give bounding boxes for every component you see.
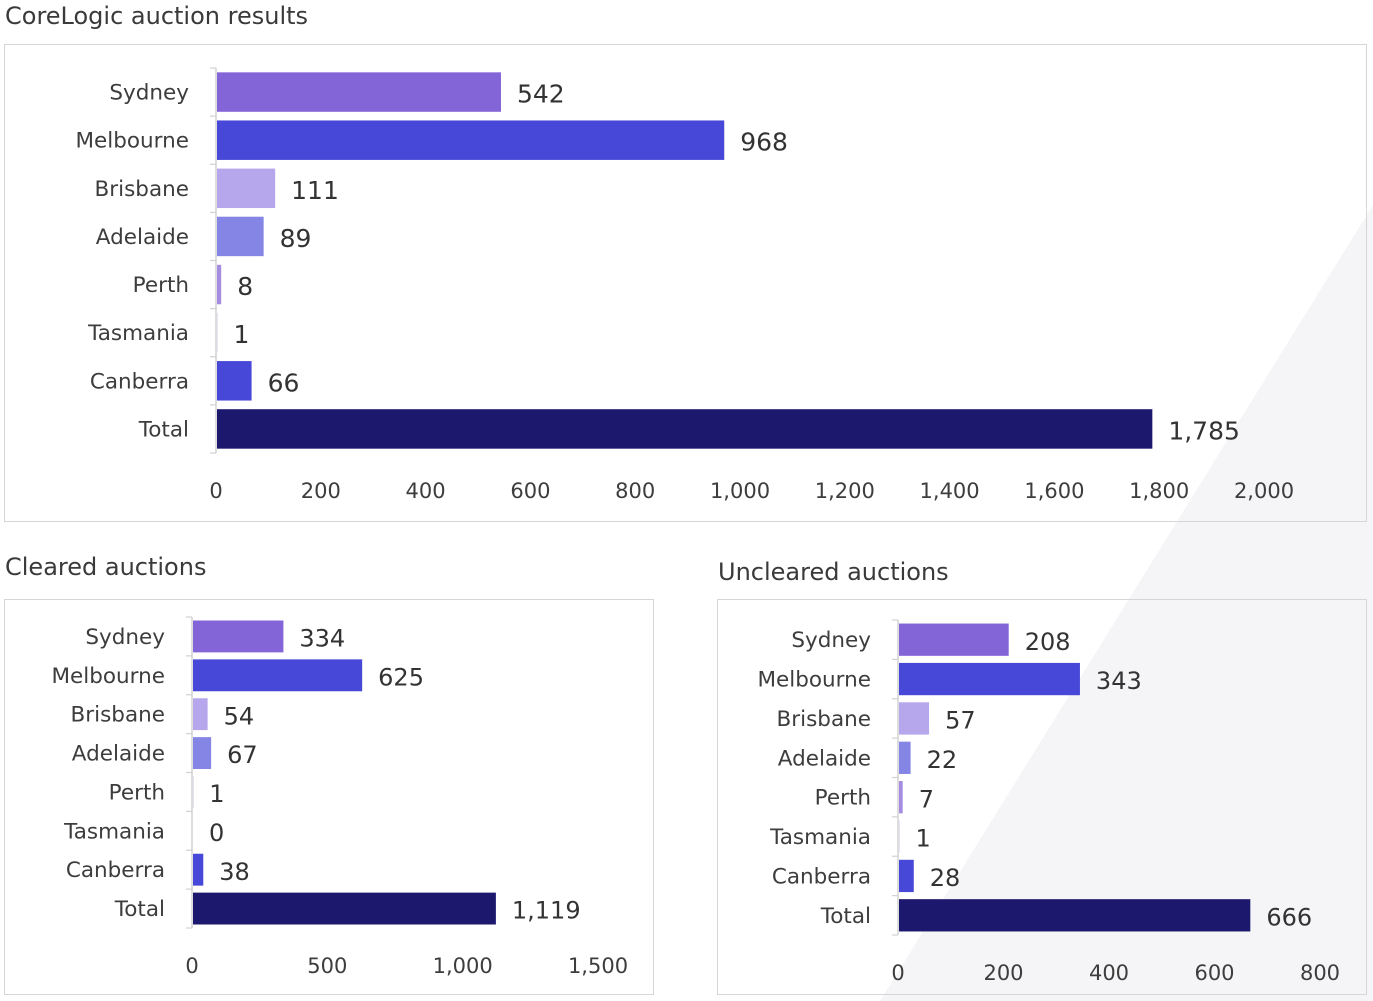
value-label-total: 1,119 xyxy=(512,897,581,925)
category-label-brisbane: Brisbane xyxy=(71,703,165,728)
chart-title-cleared: Cleared auctions xyxy=(5,553,207,581)
x-tick-label: 1,600 xyxy=(1024,479,1084,503)
category-label-melbourne: Melbourne xyxy=(76,129,190,154)
x-tick-label: 1,000 xyxy=(433,954,493,978)
bar-adelaide xyxy=(193,737,212,770)
category-label-total: Total xyxy=(138,417,189,442)
chart-frame-cleared xyxy=(4,599,654,995)
value-label-tasmania: 1 xyxy=(916,825,931,853)
value-label-brisbane: 57 xyxy=(945,707,976,735)
category-label-sydney: Sydney xyxy=(85,625,165,650)
value-label-melbourne: 968 xyxy=(740,128,788,157)
x-tick-label: 0 xyxy=(891,961,904,985)
category-label-perth: Perth xyxy=(109,780,165,805)
value-label-adelaide: 89 xyxy=(280,224,312,253)
value-label-brisbane: 54 xyxy=(224,702,255,730)
value-label-perth: 8 xyxy=(237,272,253,301)
bar-melbourne xyxy=(193,659,363,692)
value-label-canberra: 28 xyxy=(930,864,961,892)
category-label-canberra: Canberra xyxy=(66,858,165,883)
category-label-tasmania: Tasmania xyxy=(769,825,871,850)
category-label-canberra: Canberra xyxy=(772,864,871,889)
category-label-melbourne: Melbourne xyxy=(52,664,166,689)
category-label-sydney: Sydney xyxy=(791,628,871,653)
chart-frame-uncleared xyxy=(717,599,1367,995)
x-tick-label: 600 xyxy=(510,479,550,503)
category-label-tasmania: Tasmania xyxy=(63,819,165,844)
x-tick-label: 0 xyxy=(209,479,222,503)
bar-perth xyxy=(899,781,903,814)
category-label-canberra: Canberra xyxy=(90,369,189,394)
x-tick-label: 1,800 xyxy=(1129,479,1189,503)
x-tick-label: 1,200 xyxy=(815,479,875,503)
x-tick-label: 500 xyxy=(307,954,347,978)
bar-adelaide xyxy=(217,216,264,257)
x-tick-label: 800 xyxy=(615,479,655,503)
value-label-adelaide: 67 xyxy=(227,741,258,769)
category-label-adelaide: Adelaide xyxy=(778,746,871,771)
bar-brisbane xyxy=(193,698,208,731)
value-label-sydney: 542 xyxy=(517,80,565,109)
value-label-canberra: 38 xyxy=(219,858,250,886)
bar-canberra xyxy=(193,853,204,886)
category-label-adelaide: Adelaide xyxy=(72,742,165,767)
chart-title-uncleared: Uncleared auctions xyxy=(718,558,949,586)
category-label-total: Total xyxy=(820,904,871,929)
value-label-total: 666 xyxy=(1266,903,1312,931)
value-label-melbourne: 625 xyxy=(378,663,424,691)
chart-title-corelogic: CoreLogic auction results xyxy=(5,2,309,30)
category-label-sydney: Sydney xyxy=(109,81,189,106)
bar-melbourne xyxy=(217,120,725,160)
value-label-tasmania: 1 xyxy=(234,320,250,349)
category-label-brisbane: Brisbane xyxy=(95,177,189,202)
x-tick-label: 1,500 xyxy=(568,954,628,978)
bar-perth xyxy=(217,264,222,305)
bar-sydney xyxy=(193,620,284,653)
category-label-total: Total xyxy=(114,897,165,922)
x-tick-label: 600 xyxy=(1194,961,1234,985)
category-label-brisbane: Brisbane xyxy=(777,707,871,732)
x-tick-label: 1,000 xyxy=(710,479,770,503)
category-label-perth: Perth xyxy=(815,786,871,811)
bar-canberra xyxy=(217,361,252,401)
x-tick-label: 200 xyxy=(301,479,341,503)
bar-sydney xyxy=(217,72,502,112)
x-tick-label: 400 xyxy=(406,479,446,503)
category-label-melbourne: Melbourne xyxy=(758,668,872,693)
chart-frame-corelogic xyxy=(4,44,1367,522)
bar-total xyxy=(193,892,496,925)
x-tick-label: 2,000 xyxy=(1234,479,1294,503)
bar-tasmania xyxy=(899,820,900,853)
category-label-adelaide: Adelaide xyxy=(96,225,189,250)
value-label-brisbane: 111 xyxy=(291,176,339,205)
category-label-perth: Perth xyxy=(133,273,189,298)
x-tick-label: 0 xyxy=(185,954,198,978)
value-label-perth: 7 xyxy=(919,785,934,813)
value-label-melbourne: 343 xyxy=(1096,667,1142,695)
value-label-tasmania: 0 xyxy=(209,819,224,847)
bar-tasmania xyxy=(217,312,218,353)
bar-total xyxy=(899,899,1251,932)
value-label-sydney: 208 xyxy=(1025,628,1071,656)
bar-brisbane xyxy=(217,168,276,209)
bar-melbourne xyxy=(899,662,1080,696)
x-tick-label: 400 xyxy=(1089,961,1129,985)
value-label-perth: 1 xyxy=(209,780,224,808)
bar-brisbane xyxy=(899,702,930,735)
bar-adelaide xyxy=(899,741,911,774)
value-label-sydney: 334 xyxy=(299,625,345,653)
x-tick-label: 200 xyxy=(983,961,1023,985)
bar-sydney xyxy=(899,623,1009,656)
x-tick-label: 800 xyxy=(1300,961,1340,985)
x-tick-label: 1,400 xyxy=(920,479,980,503)
category-label-tasmania: Tasmania xyxy=(87,321,189,346)
value-label-total: 1,785 xyxy=(1168,416,1240,445)
bar-total xyxy=(217,409,1153,449)
bar-canberra xyxy=(899,859,914,893)
value-label-canberra: 66 xyxy=(268,368,300,397)
value-label-adelaide: 22 xyxy=(927,746,958,774)
